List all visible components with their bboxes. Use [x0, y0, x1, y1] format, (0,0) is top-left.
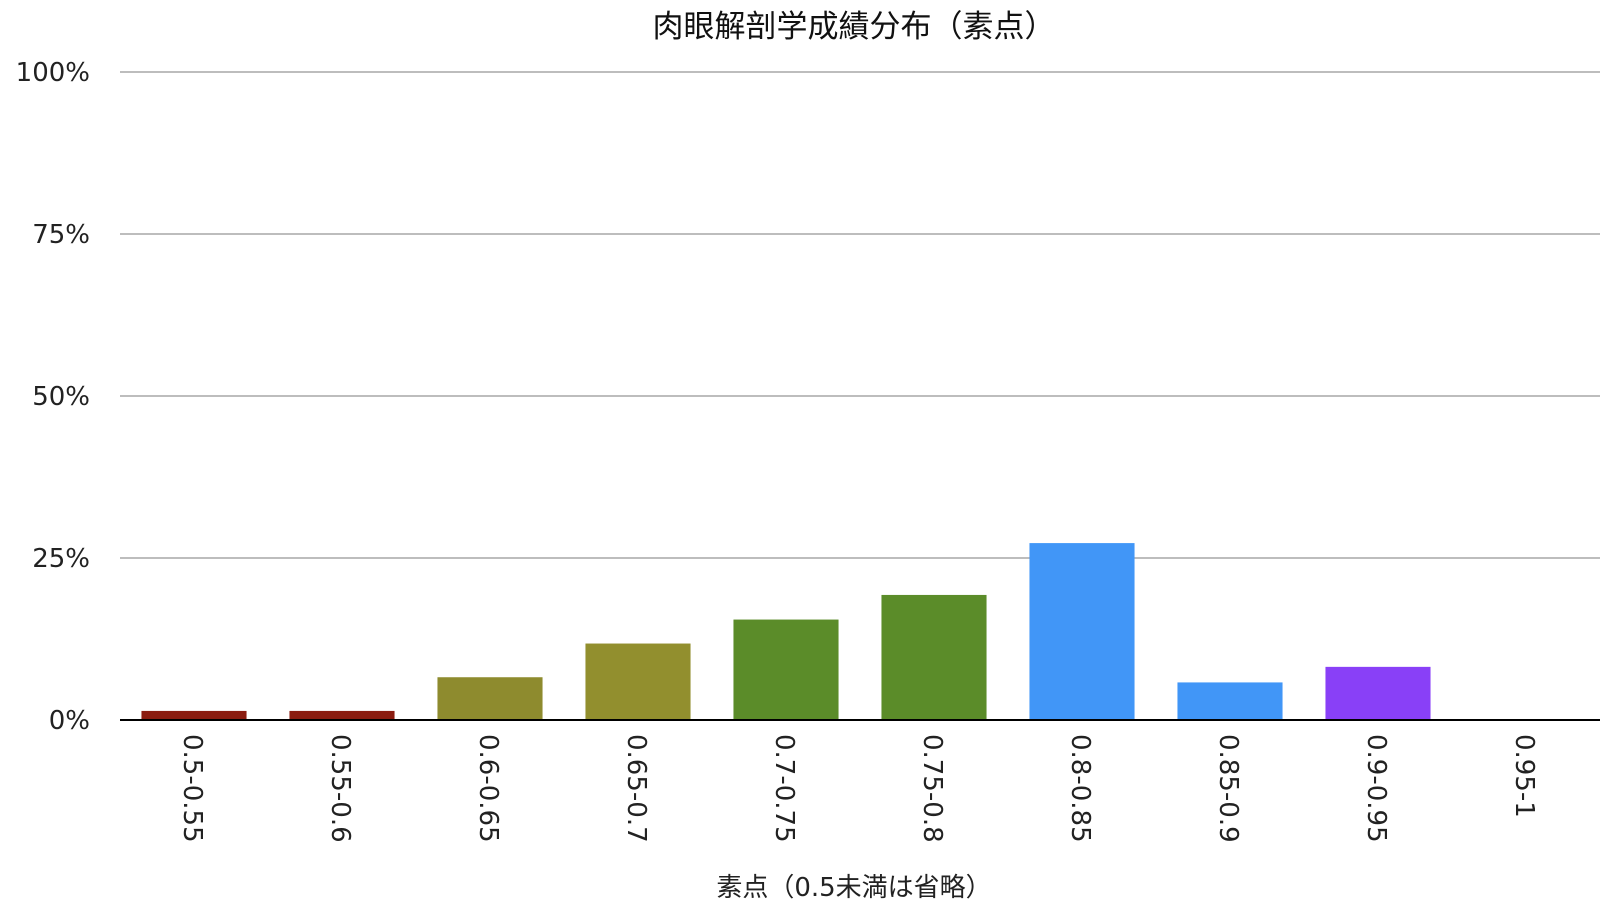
x-category-label: 0.65-0.7 — [621, 734, 651, 843]
bars — [141, 543, 1431, 720]
y-axis-tick-labels: 0% 25% 50% 75% 100% — [16, 58, 90, 736]
x-category-label: 0.95-1 — [1509, 734, 1539, 818]
x-category-label: 0.5-0.55 — [177, 734, 207, 843]
bar-0.6-0.65 — [437, 677, 543, 720]
bar-0.75-0.8 — [881, 594, 987, 720]
chart-title: 肉眼解剖学成績分布（素点） — [653, 9, 1056, 45]
y-tick-label: 50% — [32, 382, 90, 412]
x-category-label: 0.55-0.6 — [325, 734, 355, 843]
bar-0.65-0.7 — [585, 643, 691, 720]
y-tick-label: 75% — [32, 220, 90, 250]
gridlines — [120, 71, 1600, 559]
bar-0.55-0.6 — [289, 710, 395, 720]
bar-0.5-0.55 — [141, 710, 247, 720]
y-tick-label: 100% — [16, 58, 90, 88]
bar-0.7-0.75 — [733, 619, 839, 720]
x-category-label: 0.6-0.65 — [473, 734, 503, 843]
x-axis-category-labels: 0.5-0.55 0.55-0.6 0.6-0.65 0.65-0.7 0.7-0.75… — [177, 734, 1539, 843]
x-category-label: 0.9-0.95 — [1361, 734, 1391, 843]
y-tick-label: 0% — [49, 706, 90, 736]
x-category-label: 0.75-0.8 — [917, 734, 947, 843]
bar-0.8-0.85 — [1029, 543, 1135, 720]
bar-0.85-0.9 — [1177, 682, 1283, 720]
x-category-label: 0.85-0.9 — [1213, 734, 1243, 843]
y-tick-label: 25% — [32, 544, 90, 574]
x-category-label: 0.7-0.75 — [769, 734, 799, 843]
x-category-label: 0.8-0.85 — [1065, 734, 1095, 843]
bar-0.9-0.95 — [1325, 666, 1431, 720]
x-axis-title: 素点（0.5未満は省略） — [716, 873, 991, 903]
